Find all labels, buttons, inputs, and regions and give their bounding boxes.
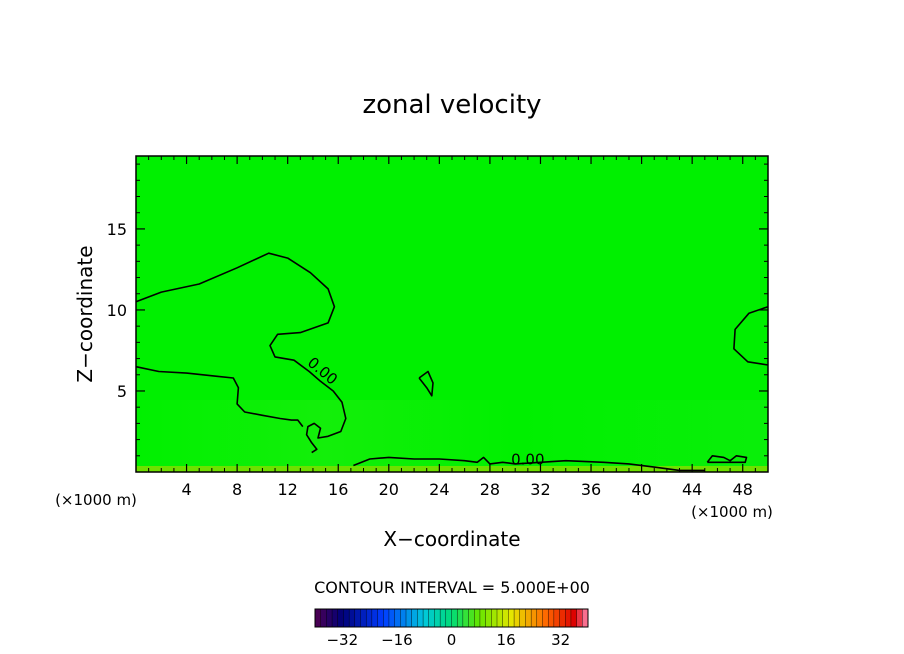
colorbar-cell — [434, 608, 441, 628]
colorbar-cell — [383, 608, 390, 628]
zero-contour-lower-left — [135, 365, 304, 428]
colorbar-cell — [553, 608, 561, 628]
colorbar-cell — [582, 608, 589, 628]
colorbar-tick-label: −16 — [381, 631, 413, 649]
colorbar-cell — [525, 608, 532, 628]
y-axis-label: Z−coordinate — [73, 245, 97, 382]
zero-contour-surface — [353, 456, 705, 472]
y-tick-label: 10 — [107, 301, 127, 320]
colorbar-cell — [331, 608, 339, 628]
colorbar-cell — [320, 608, 327, 628]
colorbar-cell — [439, 608, 447, 628]
colorbar-cell — [536, 608, 544, 628]
x-tick-label: 32 — [530, 480, 550, 499]
colorbar: −32 −16 0 16 32 — [314, 608, 589, 649]
colorbar-cell — [394, 608, 401, 628]
colorbar-tick-label: 0 — [447, 631, 457, 649]
y-tick-label: 5 — [117, 382, 127, 401]
colorbar-cell — [360, 608, 367, 628]
colorbar-cell — [388, 608, 396, 628]
colorbar-cell — [326, 608, 333, 628]
zero-contour-small-loop — [418, 370, 434, 397]
colorbar-cell — [479, 608, 487, 628]
colorbar-cell — [513, 608, 521, 628]
contour-interval-text: CONTOUR INTERVAL = 5.000E+00 — [314, 578, 590, 597]
colorbar-tick-label: 32 — [551, 631, 570, 649]
x-unit-label-right: (×1000 m) — [691, 503, 773, 521]
x-tick-label: 24 — [429, 480, 449, 499]
colorbar-tick-label: 16 — [497, 631, 516, 649]
contour-label: 0.00 — [511, 451, 544, 469]
colorbar-cell — [542, 608, 549, 628]
x-tick-label: 20 — [379, 480, 399, 499]
x-tick-label: 36 — [581, 480, 601, 499]
colorbar-cell — [508, 608, 515, 628]
colorbar-cell — [337, 608, 344, 628]
x-tick-label: 40 — [631, 480, 651, 499]
colorbar-cell — [314, 608, 322, 628]
colorbar-cell — [428, 608, 435, 628]
colorbar-cell — [468, 608, 475, 628]
colorbar-cell — [519, 608, 526, 628]
colorbar-cell — [377, 608, 384, 628]
x-axis: 4 8 12 16 20 24 28 32 36 40 44 48 — [148, 156, 756, 499]
x-unit-label-left: (×1000 m) — [55, 491, 137, 509]
colorbar-cell — [547, 608, 555, 628]
zero-contour-right-small — [706, 455, 748, 464]
colorbar-cell — [491, 608, 498, 628]
x-tick-label: 8 — [232, 480, 242, 499]
chart-title: zonal velocity — [362, 90, 541, 120]
x-tick-label: 28 — [480, 480, 500, 499]
colorbar-cell — [405, 608, 413, 628]
colorbar-tick-label: −32 — [326, 631, 358, 649]
y-axis: 5 10 15 — [107, 163, 768, 457]
colorbar-cell — [348, 608, 356, 628]
lower-shading — [136, 400, 768, 470]
colorbar-cell — [456, 608, 464, 628]
colorbar-cell — [445, 608, 453, 628]
colorbar-cell — [354, 608, 362, 628]
x-tick-label: 48 — [733, 480, 753, 499]
colorbar-cell — [343, 608, 350, 628]
y-tick-label: 15 — [107, 220, 127, 239]
x-tick-label: 44 — [682, 480, 702, 499]
colorbar-cell — [417, 608, 424, 628]
contour-lines — [135, 252, 769, 472]
colorbar-cell — [485, 608, 492, 628]
colorbar-cell — [474, 608, 481, 628]
x-tick-label: 4 — [181, 480, 191, 499]
zero-contour-right-loop — [733, 305, 769, 366]
colorbar-frame — [314, 608, 589, 628]
colorbar-cell — [371, 608, 379, 628]
colorbar-cell — [570, 608, 578, 628]
colorbar-cell — [530, 608, 538, 628]
colorbar-cell — [559, 608, 566, 628]
colorbar-cell — [411, 608, 418, 628]
colorbar-cells — [314, 608, 589, 628]
colorbar-cell — [576, 608, 583, 628]
x-tick-label: 16 — [328, 480, 348, 499]
colorbar-cell — [451, 608, 458, 628]
colorbar-cell — [502, 608, 509, 628]
colorbar-cell — [462, 608, 470, 628]
x-axis-label: X−coordinate — [383, 527, 520, 551]
colorbar-cell — [565, 608, 572, 628]
zero-contour-upper-left — [135, 252, 347, 454]
colorbar-cell — [422, 608, 430, 628]
x-tick-label: 12 — [278, 480, 298, 499]
colorbar-cell — [400, 608, 407, 628]
colorbar-ticks: −32 −16 0 16 32 — [326, 631, 570, 649]
colorbar-cell — [365, 608, 373, 628]
colorbar-cell — [496, 608, 504, 628]
